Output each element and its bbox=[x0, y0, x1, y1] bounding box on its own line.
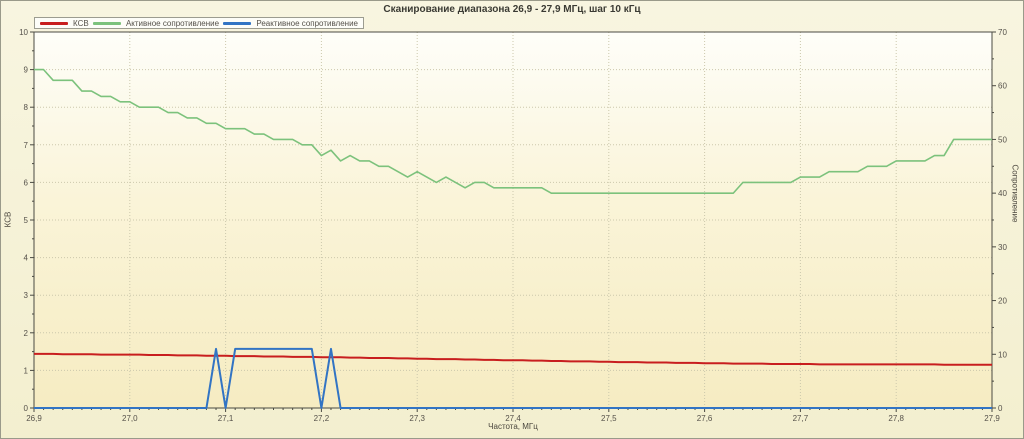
y-right-tick-label: 70 bbox=[998, 28, 1007, 37]
legend-label-reactive-resistance: Реактивное сопротивление bbox=[256, 18, 358, 28]
y-left-tick-label: 1 bbox=[24, 366, 29, 375]
y-right-tick-label: 40 bbox=[998, 189, 1007, 198]
y-right-tick-label: 30 bbox=[998, 243, 1007, 252]
y-left-tick-label: 4 bbox=[24, 254, 29, 263]
legend-label-active-resistance: Активное сопротивление bbox=[125, 18, 220, 28]
x-tick-label: 27,2 bbox=[314, 414, 330, 423]
y-left-tick-label: 5 bbox=[24, 216, 29, 225]
x-tick-label: 27,6 bbox=[697, 414, 713, 423]
y-left-tick-label: 9 bbox=[24, 66, 29, 75]
y-left-tick-label: 7 bbox=[24, 141, 29, 150]
swr-line-swatch bbox=[40, 21, 68, 25]
y-left-tick-label: 8 bbox=[24, 103, 29, 112]
active-resistance-line-swatch bbox=[92, 21, 121, 25]
plot-frame bbox=[33, 31, 993, 409]
x-tick-label: 27,9 bbox=[984, 414, 1000, 423]
x-axis-label: Частота, МГц bbox=[488, 422, 538, 431]
reactive-resistance-series-line bbox=[34, 347, 992, 409]
x-tick-label: 27,7 bbox=[793, 414, 809, 423]
y-axis-label-right: Сопротивление bbox=[1010, 164, 1020, 223]
legend-label-swr: КСВ bbox=[73, 18, 89, 28]
swr-series-line bbox=[34, 352, 992, 366]
reactive-resistance-line-swatch bbox=[223, 21, 252, 25]
x-tick-label: 27,1 bbox=[218, 414, 234, 423]
x-tick-label: 26,9 bbox=[26, 414, 42, 423]
chart-title: Сканирование диапазона 26,9 - 27,9 МГц, … bbox=[383, 4, 641, 15]
legend-item-active-resistance: Активное сопротивление bbox=[92, 18, 220, 28]
x-tick-label: 27,3 bbox=[409, 414, 425, 423]
x-tick-label: 27,8 bbox=[888, 414, 904, 423]
y-left-tick-label: 10 bbox=[19, 28, 28, 37]
active-resistance-series-line bbox=[34, 68, 992, 194]
y-left-tick-label: 3 bbox=[24, 291, 29, 300]
y-right-tick-label: 20 bbox=[998, 297, 1007, 306]
y-left-tick-label: 2 bbox=[24, 329, 29, 338]
y-right-tick-label: 0 bbox=[998, 404, 1003, 413]
x-tick-label: 27,4 bbox=[505, 414, 521, 423]
y-right-tick-label: 50 bbox=[998, 135, 1007, 144]
y-left-tick-label: 0 bbox=[24, 404, 29, 413]
x-tick-label: 27,0 bbox=[122, 414, 138, 423]
y-left-tick-label: 6 bbox=[24, 178, 29, 187]
legend-item-swr: КСВ bbox=[40, 19, 89, 28]
y-axis-label-left: КСВ bbox=[3, 211, 13, 228]
legend-item-reactive-resistance: Реактивное сопротивление bbox=[223, 19, 358, 28]
legend: КСВ Активное сопротивление Реактивное со… bbox=[34, 17, 364, 29]
y-right-tick-label: 60 bbox=[998, 82, 1007, 91]
y-right-tick-label: 10 bbox=[998, 350, 1007, 359]
x-tick-label: 27,5 bbox=[601, 414, 617, 423]
